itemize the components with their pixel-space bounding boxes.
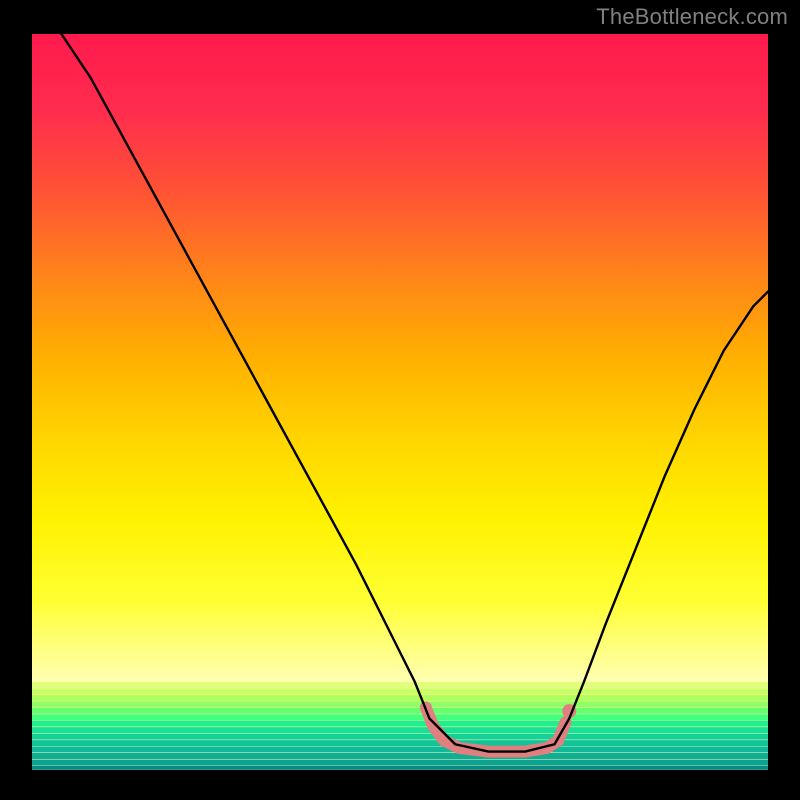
bottleneck-curve-chart xyxy=(32,34,768,770)
chart-background xyxy=(32,34,768,770)
green-bottom-bands xyxy=(32,685,768,768)
watermark-text: TheBottleneck.com xyxy=(596,4,788,30)
